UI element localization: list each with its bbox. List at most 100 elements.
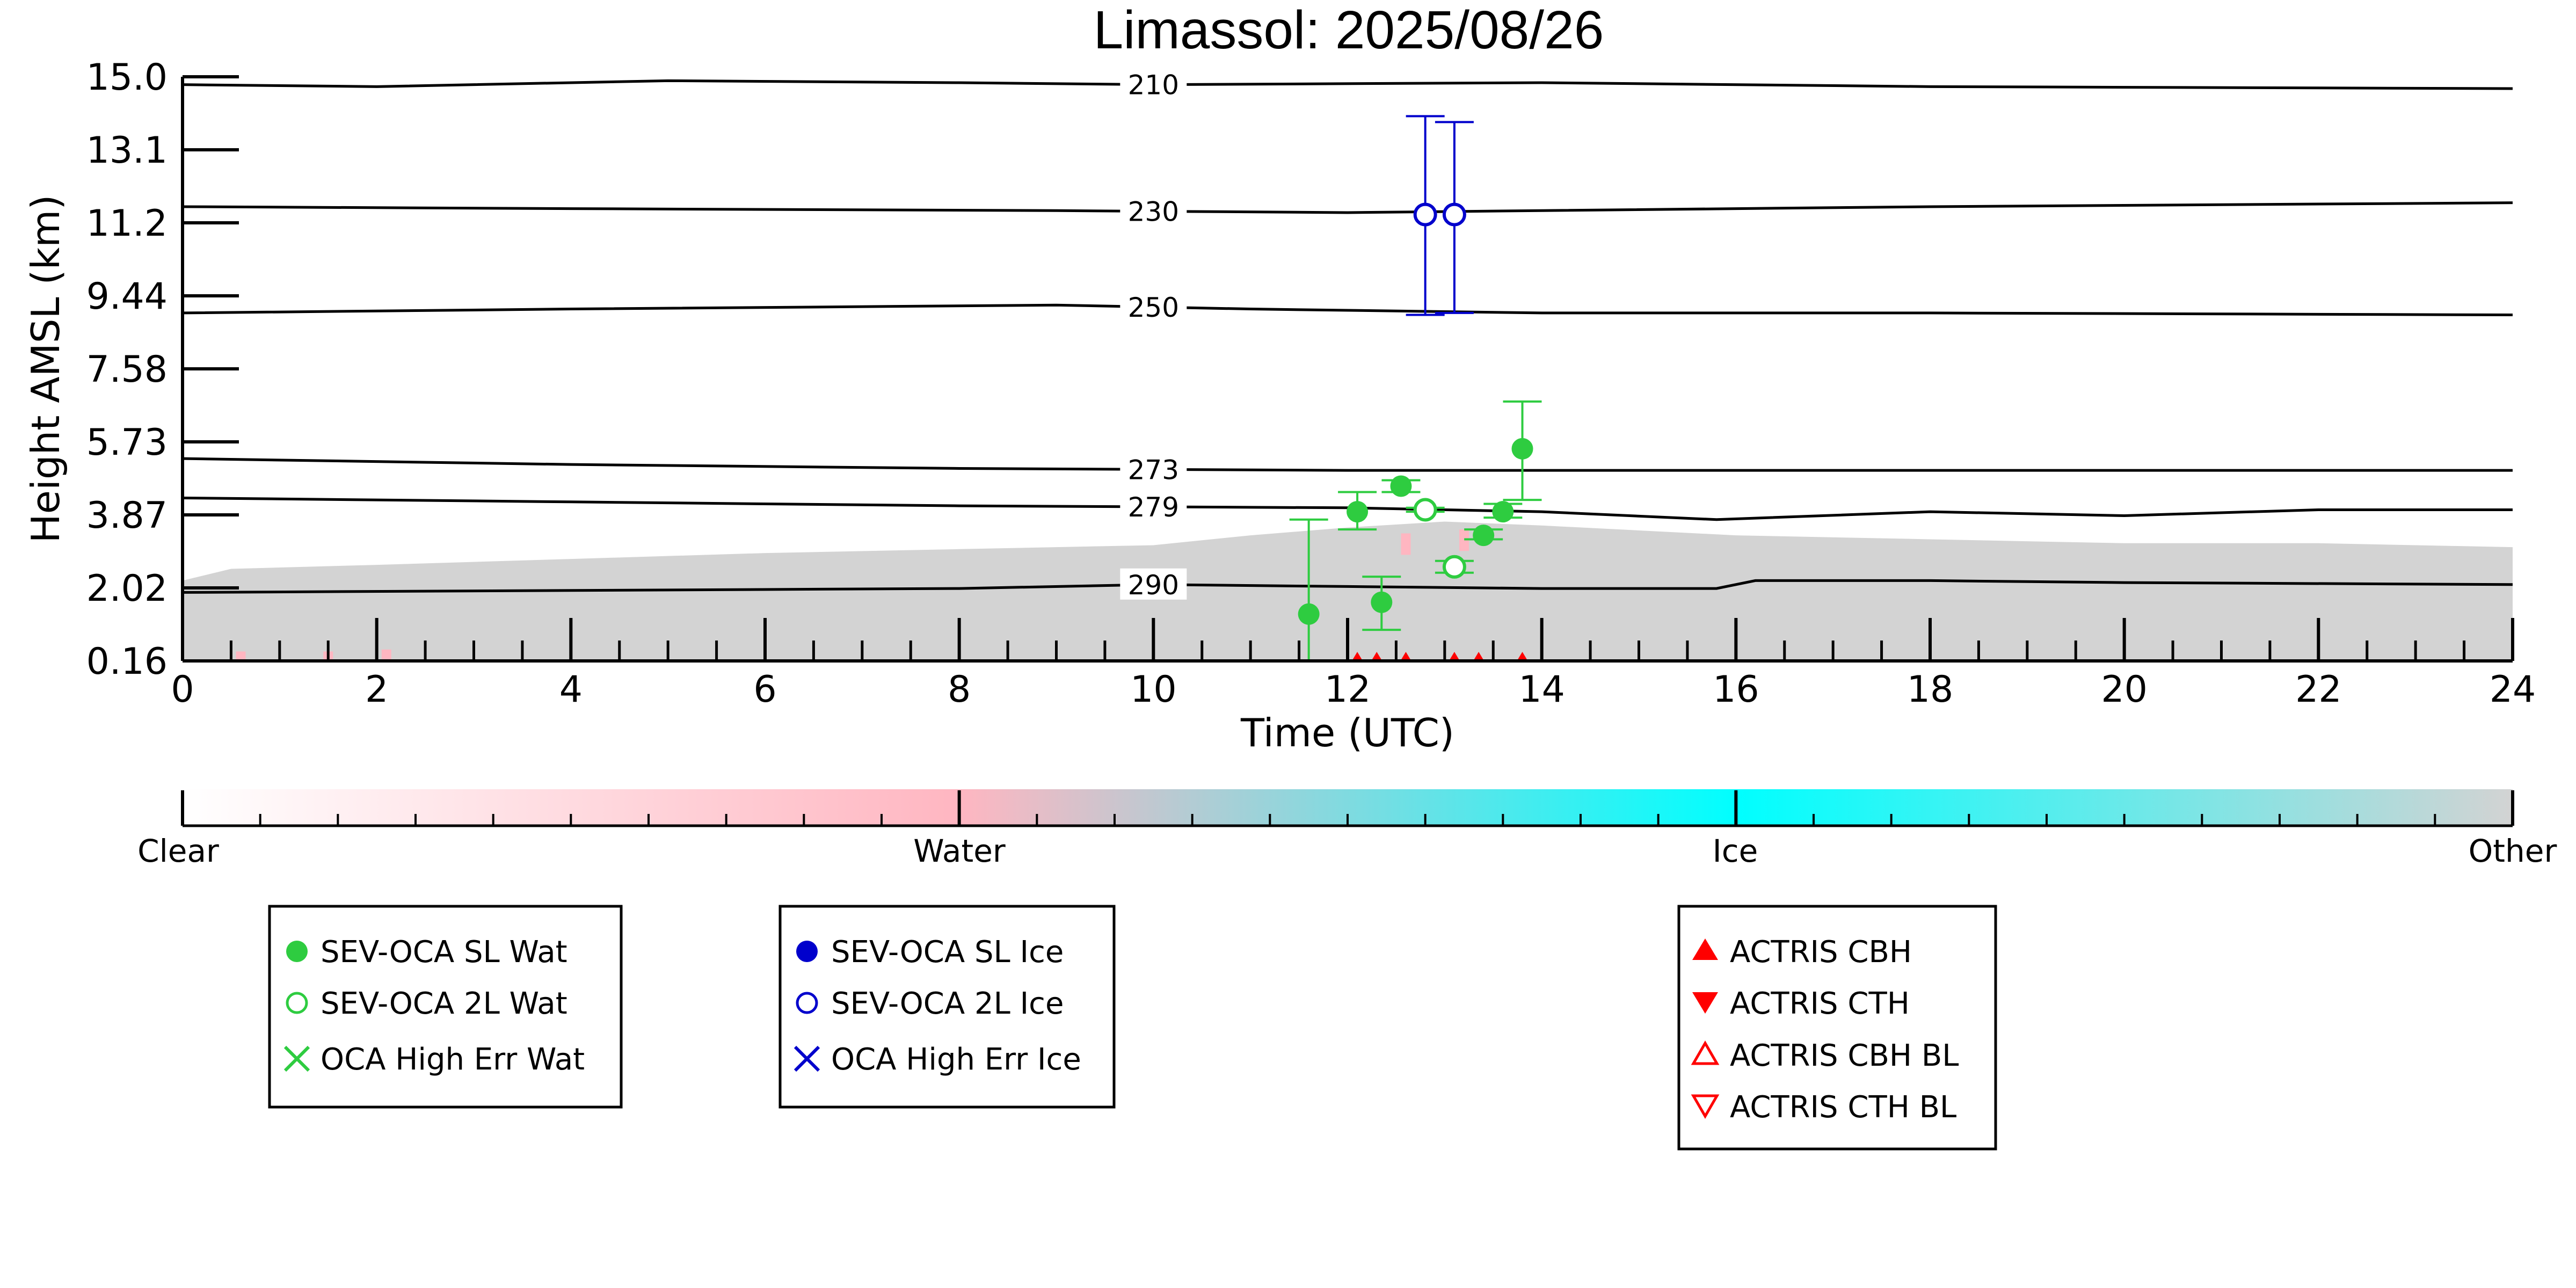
isotherm-label-250: 250 — [1128, 292, 1179, 323]
isotherm-230 — [183, 201, 2513, 214]
point-actris-cbh — [1351, 652, 1363, 661]
y-tick-label: 2.02 — [86, 567, 168, 610]
water-class-patch — [1459, 529, 1469, 551]
isotherm-label-background — [1120, 568, 1187, 600]
water-class-patch — [381, 649, 391, 661]
legend-ice-frame — [778, 905, 1116, 1109]
isotherm-labels: 210 230 250 273 279 290 — [1120, 68, 1187, 601]
x-tick-label: 22 — [2295, 668, 2342, 711]
legend-label-sev-oca-2l-ice: SEV-OCA 2L Ice — [831, 986, 1064, 1021]
legend-label-actris-cbh-bl: ACTRIS CBH BL — [1730, 1038, 1959, 1073]
y-tick-label: 13.1 — [86, 129, 168, 172]
legend-label-sev-oca-sl-ice: SEV-OCA SL Ice — [831, 935, 1064, 970]
point-sev-oca-2l-wat — [1413, 498, 1437, 522]
isotherm-label-230: 230 — [1128, 196, 1179, 227]
point-actris-cbh — [1473, 652, 1485, 661]
point-actris-cbh — [1517, 652, 1528, 661]
point-sev-oca-sl-wat — [1511, 438, 1533, 460]
legend-actris-frame — [1677, 905, 1997, 1151]
colorbar: Clear Water Ice Other — [137, 789, 2557, 869]
legend-ice: SEV-OCA SL Ice SEV-OCA 2L Ice OCA High E… — [778, 905, 1116, 1109]
isotherm-279 — [183, 496, 2513, 521]
legend-label-actris-cth-bl: ACTRIS CTH BL — [1730, 1090, 1956, 1125]
legend-water: SEV-OCA SL Wat SEV-OCA 2L Wat OCA High E… — [268, 905, 623, 1109]
x-tick-label: 20 — [2101, 668, 2148, 711]
y-tick-label: 11.2 — [86, 202, 168, 245]
x-tick-label: 4 — [559, 668, 583, 711]
isotherm-290 — [183, 579, 2513, 594]
point-sev-oca-2l-ice — [1413, 202, 1437, 227]
legend-marker-sev-oca-sl-ice — [796, 941, 818, 962]
y-tick-label: 0.16 — [86, 641, 168, 683]
legend-label-sev-oca-sl-wat: SEV-OCA SL Wat — [321, 935, 567, 970]
isotherm-250 — [183, 303, 2513, 317]
legend-marker-sev-oca-2l-wat — [286, 992, 308, 1014]
legend-marker-actris-cth-bl — [1691, 1094, 1720, 1119]
point-actris-cbh — [1449, 652, 1460, 661]
x-axis-ticks: 0 2 4 6 8 10 12 14 16 18 20 22 24 — [171, 618, 2536, 711]
point-actris-cbh — [1371, 652, 1382, 661]
x-tick-label: 16 — [1713, 668, 1759, 711]
x-tick-label: 14 — [1518, 668, 1565, 711]
legend-actris: ACTRIS CBH ACTRIS CTH ACTRIS CBH BL ACTR… — [1677, 905, 1997, 1151]
legend-marker-actris-cbh-bl — [1691, 1040, 1720, 1065]
isotherm-label-background — [1120, 195, 1187, 227]
chart-title: Limassol: 2025/08/26 — [1094, 0, 1604, 60]
x-tick-label: 18 — [1907, 668, 1954, 711]
isotherm-label-290: 290 — [1128, 570, 1179, 601]
water-class-patch — [1401, 533, 1411, 555]
y-tick-label: 7.58 — [86, 348, 168, 391]
y-tick-label: 15.0 — [86, 56, 168, 99]
point-sev-oca-sl-wat — [1390, 475, 1412, 497]
water-class-patch — [236, 651, 246, 661]
x-tick-label: 10 — [1130, 668, 1177, 711]
isotherm-label-background — [1120, 290, 1187, 322]
legend-label-sev-oca-2l-wat: SEV-OCA 2L Wat — [321, 986, 567, 1021]
colorbar-label-ice: Ice — [1713, 833, 1758, 869]
point-sev-oca-sl-wat — [1298, 603, 1320, 625]
legend-label-oca-high-err-wat: OCA High Err Wat — [321, 1042, 585, 1077]
x-tick-label: 12 — [1325, 668, 1371, 711]
legend-marker-actris-cth — [1692, 992, 1718, 1014]
isotherm-label-210: 210 — [1128, 70, 1179, 101]
legend-label-actris-cbh: ACTRIS CBH — [1730, 935, 1912, 970]
legend-label-oca-high-err-ice: OCA High Err Ice — [831, 1042, 1081, 1077]
y-axis-label: Height AMSL (km) — [23, 195, 68, 543]
isotherm-273 — [183, 457, 2513, 472]
isotherm-label-279: 279 — [1128, 492, 1179, 523]
colorbar-label-other: Other — [2469, 833, 2557, 869]
y-tick-label: 3.87 — [86, 494, 168, 537]
x-tick-label: 6 — [753, 668, 776, 711]
isotherm-label-background — [1120, 453, 1187, 485]
point-sev-oca-sl-wat — [1347, 501, 1369, 523]
point-actris-cbh — [1400, 652, 1411, 661]
legend-marker-actris-cbh — [1692, 938, 1718, 960]
point-sev-oca-2l-ice — [1442, 202, 1466, 227]
x-tick-label: 24 — [2490, 668, 2536, 711]
y-tick-label: 5.73 — [86, 421, 168, 464]
y-axis-ticks: 15.0 13.1 11.2 9.44 7.58 5.73 3.87 2.02 0.16 — [86, 56, 239, 683]
colorbar-label-clear: Clear — [137, 833, 219, 869]
y-tick-label: 9.44 — [86, 275, 168, 318]
point-sev-oca-2l-wat — [1442, 555, 1466, 579]
x-tick-label: 8 — [948, 668, 971, 711]
legend-marker-sev-oca-2l-ice — [796, 992, 818, 1014]
isotherm-210 — [183, 79, 2513, 90]
isotherm-label-273: 273 — [1128, 454, 1179, 485]
isotherm-label-background — [1120, 68, 1187, 100]
x-tick-label: 2 — [365, 668, 388, 711]
data-series — [1289, 115, 1542, 661]
point-sev-oca-sl-wat — [1371, 591, 1393, 613]
legend-label-actris-cth: ACTRIS CTH — [1730, 986, 1910, 1021]
colorbar-label-water: Water — [913, 833, 1006, 869]
x-axis-label: Time (UTC) — [1240, 710, 1454, 755]
legend-water-frame — [268, 905, 623, 1109]
isotherm-lines — [183, 79, 2513, 594]
legend-marker-sev-oca-sl-wat — [286, 941, 308, 962]
x-tick-label: 0 — [171, 668, 194, 711]
legend-marker-oca-high-err-ice — [794, 1045, 820, 1072]
isotherm-label-background — [1120, 490, 1187, 522]
legend-marker-oca-high-err-wat — [283, 1045, 310, 1072]
point-sev-oca-sl-wat — [1492, 501, 1514, 523]
